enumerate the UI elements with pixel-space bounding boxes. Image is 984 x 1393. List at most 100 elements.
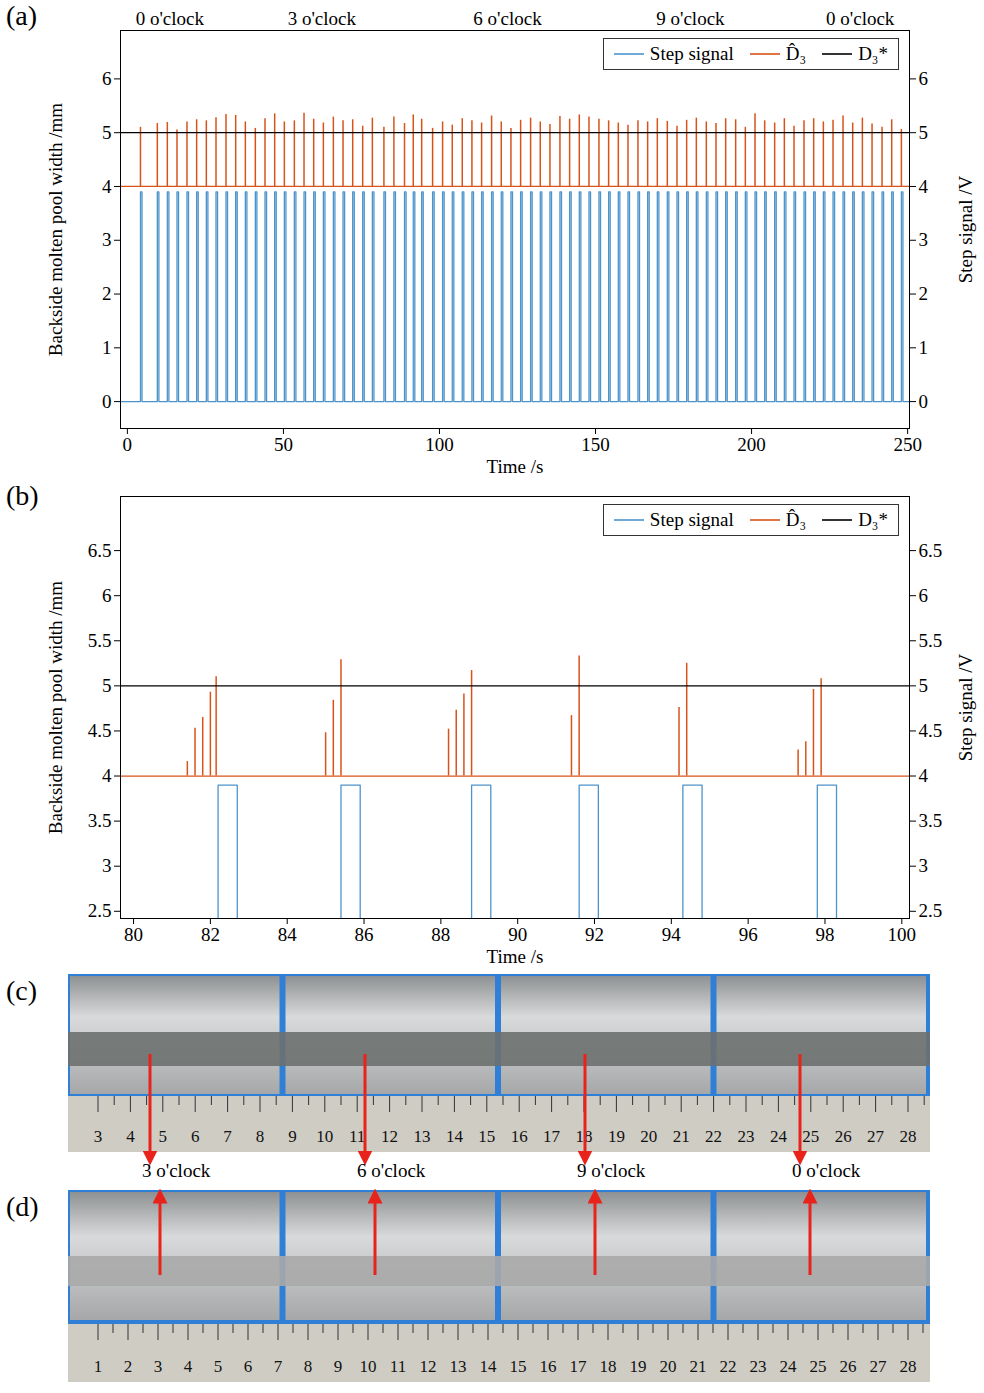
svg-text:100: 100 xyxy=(425,434,454,455)
svg-text:5: 5 xyxy=(159,1127,168,1146)
svg-text:6: 6 xyxy=(102,585,112,606)
svg-text:8: 8 xyxy=(304,1357,313,1376)
svg-text:94: 94 xyxy=(662,924,682,945)
svg-text:6 o'clock: 6 o'clock xyxy=(473,8,542,29)
svg-text:3: 3 xyxy=(154,1357,163,1376)
svg-text:1: 1 xyxy=(919,337,929,358)
svg-text:5.5: 5.5 xyxy=(88,630,112,651)
svg-text:10: 10 xyxy=(360,1357,377,1376)
svg-text:6: 6 xyxy=(919,68,929,89)
svg-text:24: 24 xyxy=(780,1357,798,1376)
svg-text:3 o'clock: 3 o'clock xyxy=(142,1160,211,1181)
svg-text:14: 14 xyxy=(480,1357,498,1376)
svg-text:Step signal /V: Step signal /V xyxy=(955,653,976,761)
svg-text:4: 4 xyxy=(102,176,112,197)
svg-text:6.5: 6.5 xyxy=(919,540,943,561)
svg-text:9 o'clock: 9 o'clock xyxy=(577,1160,646,1181)
svg-text:16: 16 xyxy=(511,1127,528,1146)
svg-text:82: 82 xyxy=(201,924,220,945)
svg-text:7: 7 xyxy=(223,1127,232,1146)
svg-text:17: 17 xyxy=(570,1357,588,1376)
svg-text:200: 200 xyxy=(737,434,766,455)
svg-text:11: 11 xyxy=(390,1357,406,1376)
svg-text:3: 3 xyxy=(94,1127,103,1146)
svg-text:0: 0 xyxy=(123,434,133,455)
svg-text:4.5: 4.5 xyxy=(88,720,112,741)
svg-text:18: 18 xyxy=(600,1357,617,1376)
svg-text:15: 15 xyxy=(478,1127,495,1146)
svg-text:90: 90 xyxy=(508,924,527,945)
svg-text:6: 6 xyxy=(102,68,112,89)
svg-text:92: 92 xyxy=(585,924,604,945)
svg-text:4: 4 xyxy=(126,1127,135,1146)
svg-text:6: 6 xyxy=(191,1127,200,1146)
svg-text:4: 4 xyxy=(102,765,112,786)
svg-text:3.5: 3.5 xyxy=(919,810,943,831)
svg-text:4: 4 xyxy=(919,176,929,197)
svg-text:Time /s: Time /s xyxy=(487,946,544,967)
svg-text:2.5: 2.5 xyxy=(88,900,112,921)
svg-text:Backside molten pool width /mm: Backside molten pool width /mm xyxy=(45,581,66,835)
svg-text:27: 27 xyxy=(870,1357,888,1376)
svg-text:25: 25 xyxy=(810,1357,827,1376)
svg-text:50: 50 xyxy=(274,434,293,455)
svg-text:7: 7 xyxy=(274,1357,283,1376)
svg-text:23: 23 xyxy=(738,1127,755,1146)
svg-text:4: 4 xyxy=(919,765,929,786)
svg-text:5: 5 xyxy=(214,1357,223,1376)
svg-text:3: 3 xyxy=(919,855,929,876)
svg-text:3: 3 xyxy=(919,229,929,250)
svg-text:2: 2 xyxy=(919,283,929,304)
svg-text:6.5: 6.5 xyxy=(88,540,112,561)
svg-text:(d): (d) xyxy=(6,1191,39,1222)
svg-text:19: 19 xyxy=(630,1357,647,1376)
svg-text:5: 5 xyxy=(102,122,112,143)
svg-text:14: 14 xyxy=(446,1127,464,1146)
svg-text:26: 26 xyxy=(835,1127,852,1146)
svg-text:9: 9 xyxy=(288,1127,297,1146)
svg-text:26: 26 xyxy=(840,1357,857,1376)
svg-text:25: 25 xyxy=(802,1127,819,1146)
svg-text:5: 5 xyxy=(919,675,929,696)
svg-text:4.5: 4.5 xyxy=(919,720,943,741)
svg-text:0: 0 xyxy=(102,391,112,412)
svg-text:1: 1 xyxy=(102,337,112,358)
svg-text:12: 12 xyxy=(381,1127,398,1146)
svg-text:6: 6 xyxy=(244,1357,253,1376)
svg-text:21: 21 xyxy=(690,1357,707,1376)
svg-text:5: 5 xyxy=(102,675,112,696)
svg-text:0: 0 xyxy=(919,391,929,412)
svg-text:4: 4 xyxy=(184,1357,193,1376)
svg-text:3: 3 xyxy=(102,229,112,250)
svg-text:Step signal /V: Step signal /V xyxy=(955,175,976,283)
svg-text:(c): (c) xyxy=(6,975,37,1006)
svg-text:80: 80 xyxy=(124,924,143,945)
svg-text:100: 100 xyxy=(888,924,917,945)
svg-text:15: 15 xyxy=(510,1357,527,1376)
svg-text:5: 5 xyxy=(919,122,929,143)
svg-text:150: 150 xyxy=(581,434,610,455)
svg-text:3: 3 xyxy=(102,855,112,876)
svg-text:20: 20 xyxy=(640,1127,657,1146)
svg-text:Backside molten pool width /mm: Backside molten pool width /mm xyxy=(45,103,66,357)
svg-text:9: 9 xyxy=(334,1357,343,1376)
svg-text:10: 10 xyxy=(316,1127,333,1146)
svg-text:3.5: 3.5 xyxy=(88,810,112,831)
svg-text:0 o'clock: 0 o'clock xyxy=(136,8,205,29)
svg-text:28: 28 xyxy=(900,1127,917,1146)
svg-text:11: 11 xyxy=(349,1127,365,1146)
svg-text:5.5: 5.5 xyxy=(919,630,943,651)
svg-text:6 o'clock: 6 o'clock xyxy=(357,1160,426,1181)
svg-text:22: 22 xyxy=(720,1357,737,1376)
svg-text:16: 16 xyxy=(540,1357,557,1376)
svg-text:3 o'clock: 3 o'clock xyxy=(288,8,357,29)
svg-text:1: 1 xyxy=(94,1357,103,1376)
svg-text:6: 6 xyxy=(919,585,929,606)
svg-text:28: 28 xyxy=(900,1357,917,1376)
svg-text:2: 2 xyxy=(124,1357,133,1376)
svg-text:86: 86 xyxy=(355,924,374,945)
svg-text:27: 27 xyxy=(867,1127,885,1146)
svg-text:19: 19 xyxy=(608,1127,625,1146)
svg-text:9 o'clock: 9 o'clock xyxy=(656,8,725,29)
svg-text:20: 20 xyxy=(660,1357,677,1376)
